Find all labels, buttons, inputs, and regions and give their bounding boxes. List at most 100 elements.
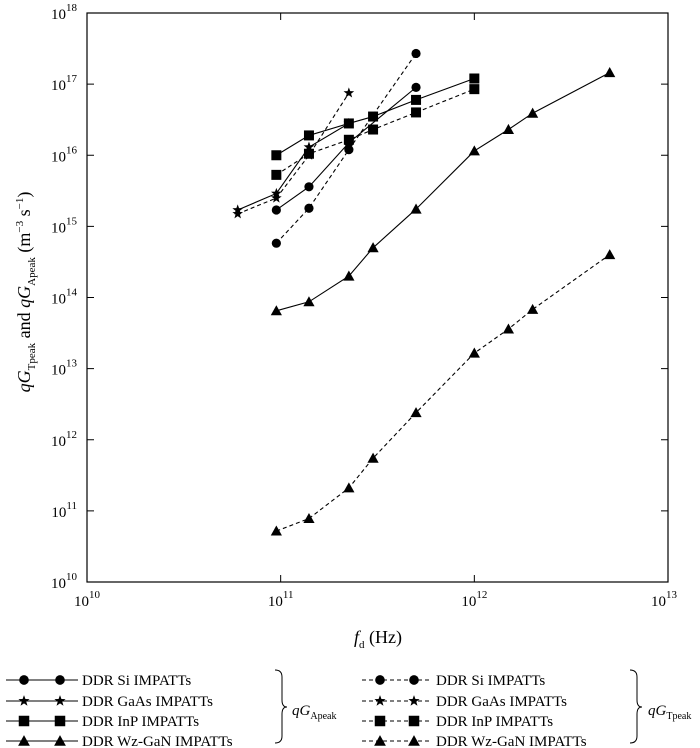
data-point bbox=[502, 323, 515, 334]
data-point bbox=[368, 111, 379, 122]
series-6 bbox=[271, 84, 480, 180]
legend-marker bbox=[408, 715, 420, 727]
data-point bbox=[468, 145, 480, 156]
data-point bbox=[604, 249, 616, 260]
x-tick-label: 1010 bbox=[74, 589, 101, 610]
plot-frame bbox=[86, 12, 669, 583]
data-point bbox=[368, 124, 379, 135]
data-point bbox=[343, 270, 355, 281]
data-point bbox=[469, 84, 480, 95]
data-point bbox=[343, 87, 355, 98]
series-line bbox=[276, 86, 417, 211]
data-point bbox=[303, 141, 315, 152]
data-point bbox=[411, 48, 421, 59]
series-1 bbox=[232, 117, 355, 215]
legend-marker bbox=[54, 715, 66, 727]
legend-marker bbox=[18, 695, 30, 706]
legend-brace-apeak bbox=[274, 669, 288, 744]
legend-marker bbox=[409, 675, 419, 685]
data-point bbox=[502, 123, 515, 135]
legend-marker bbox=[374, 695, 386, 706]
series-layer bbox=[232, 48, 616, 536]
x-axis-label: fd (Hz) bbox=[354, 627, 402, 651]
data-point bbox=[469, 73, 480, 84]
legend-marker bbox=[19, 675, 29, 685]
series-3 bbox=[270, 67, 616, 316]
y-tick-label: 1012 bbox=[51, 429, 77, 450]
data-point bbox=[410, 407, 422, 418]
legend-marker bbox=[374, 715, 386, 727]
data-point bbox=[271, 238, 281, 248]
data-point bbox=[411, 82, 421, 92]
legend-group-label-tpeak: qGTpeak bbox=[648, 703, 691, 722]
legend-label: DDR InP IMPATTs bbox=[436, 714, 553, 730]
y-tick-label: 1011 bbox=[51, 500, 77, 521]
data-point bbox=[304, 203, 314, 213]
data-point bbox=[271, 192, 282, 203]
x-tick-label: 1011 bbox=[268, 589, 294, 610]
y-tick-label: 1015 bbox=[51, 215, 78, 236]
data-point bbox=[344, 145, 354, 155]
data-point bbox=[271, 205, 281, 215]
data-point bbox=[232, 208, 244, 219]
legend-brace-tpeak bbox=[629, 669, 643, 744]
series-line bbox=[276, 88, 475, 176]
data-point bbox=[411, 107, 422, 118]
y-tick-label: 1017 bbox=[51, 73, 78, 94]
legend-marker bbox=[54, 735, 66, 746]
legend-marker bbox=[374, 735, 386, 746]
y-axis-label: qGTpeak and qGApeak (m−3 s−1) bbox=[14, 192, 38, 393]
data-point bbox=[270, 305, 282, 316]
data-point bbox=[527, 303, 539, 314]
legend-label: DDR Si IMPATTs bbox=[82, 673, 191, 689]
legend-label: DDR Wz-GaN IMPATTs bbox=[82, 734, 233, 748]
legend-label: DDR GaAs IMPATTs bbox=[82, 694, 213, 710]
data-point bbox=[303, 296, 315, 307]
legend-label: DDR Si IMPATTs bbox=[436, 673, 545, 689]
data-point bbox=[304, 182, 314, 192]
series-2 bbox=[271, 73, 480, 161]
legend-label: DDR GaAs IMPATTs bbox=[436, 694, 567, 710]
legend-marker bbox=[408, 735, 420, 746]
data-point bbox=[367, 242, 379, 253]
data-point bbox=[303, 130, 314, 141]
series-line bbox=[237, 92, 350, 215]
legend-group-label-apeak: qGApeak bbox=[292, 703, 336, 722]
data-point bbox=[303, 512, 315, 524]
data-point bbox=[303, 148, 314, 159]
series-line bbox=[276, 77, 475, 156]
data-point bbox=[343, 482, 355, 493]
series-4 bbox=[271, 48, 421, 248]
data-point bbox=[527, 107, 539, 118]
legend-marker bbox=[55, 675, 65, 685]
plot-border bbox=[86, 12, 669, 583]
legend-marker bbox=[54, 695, 66, 706]
legend: DDR Si IMPATTs DDR GaAs IMPATTs DDR InP IM… bbox=[6, 673, 587, 748]
series-line bbox=[276, 254, 611, 532]
ticks-layer: 1010 1011 1012 1013 1010 1011 1012 1013 1014 1015… bbox=[51, 2, 678, 610]
y-tick-label: 1010 bbox=[51, 571, 78, 592]
data-point bbox=[343, 118, 354, 129]
y-tick-label: 1018 bbox=[51, 2, 78, 23]
data-point bbox=[271, 150, 282, 161]
data-point bbox=[367, 452, 379, 463]
data-point bbox=[343, 134, 354, 145]
legend-marker bbox=[375, 675, 385, 685]
data-point bbox=[468, 347, 480, 358]
legend-label: DDR InP IMPATTs bbox=[82, 714, 199, 730]
y-tick-label: 1014 bbox=[51, 287, 78, 308]
y-tick-label: 1013 bbox=[51, 358, 78, 379]
series-line bbox=[275, 53, 417, 244]
series-5 bbox=[232, 87, 355, 219]
legend-marker bbox=[18, 715, 30, 727]
data-point bbox=[270, 525, 282, 536]
data-point bbox=[604, 67, 616, 78]
legend-marker bbox=[18, 735, 30, 746]
legend-marker bbox=[408, 695, 420, 706]
series-7 bbox=[270, 249, 616, 536]
data-point bbox=[411, 94, 422, 105]
y-tick-label: 1016 bbox=[51, 144, 78, 165]
series-line bbox=[237, 122, 350, 211]
x-tick-label: 1013 bbox=[651, 589, 678, 610]
